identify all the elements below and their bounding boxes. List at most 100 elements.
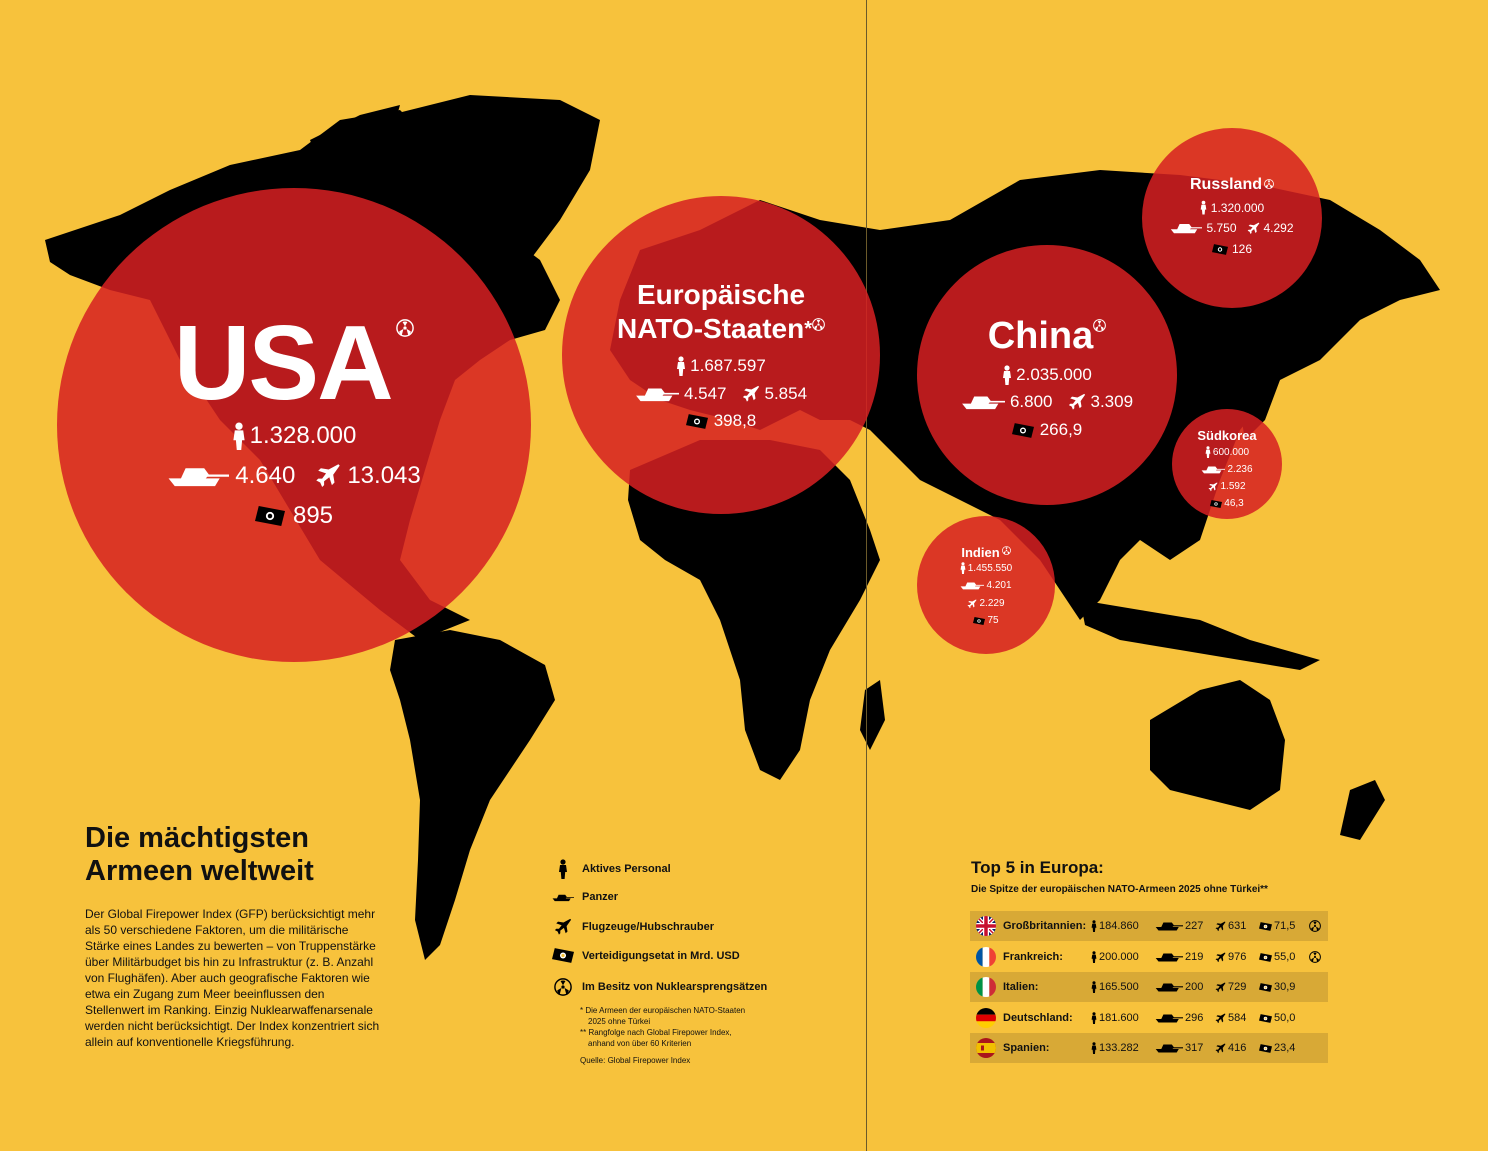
aircraft-cell: 976: [1215, 951, 1259, 963]
money-icon: [1259, 983, 1272, 992]
country-name: Deutschland:: [1003, 1012, 1073, 1024]
country-name: Großbritannien:: [1003, 920, 1087, 932]
usa-name: USA: [173, 304, 394, 422]
tank-icon: [635, 386, 679, 402]
soldier-icon: [1091, 1042, 1097, 1054]
personnel-value: 133.282: [1099, 1042, 1139, 1054]
nato-asterisk: *: [804, 318, 812, 340]
tanks-value: 219: [1185, 951, 1204, 963]
legend-budget: Verteidigungsetat in Mrd. USD: [552, 948, 740, 963]
money-icon: [686, 414, 708, 429]
russia-name: Russland: [1189, 176, 1262, 193]
top5-title: Top 5 in Europa:: [971, 858, 1104, 877]
tanks-value: 200: [1185, 981, 1204, 993]
top5-subtitle: Die Spitze der europäischen NATO-Armeen …: [971, 884, 1268, 895]
soldier-icon: [1002, 365, 1012, 385]
russia-bubble: Russland 1.320.000 5.750 4.292 126: [1142, 128, 1322, 308]
footnotes: * Die Armeen der europäischen NATO-Staat…: [580, 1005, 745, 1066]
jet-icon: [1247, 222, 1260, 235]
budget-cell: 55,0: [1259, 951, 1309, 963]
aircraft-cell: 729: [1215, 981, 1259, 993]
table-row: Spanien: 133.282 317 416 23,4: [970, 1033, 1328, 1063]
china-name: China: [987, 315, 1094, 357]
money-icon: [1210, 500, 1222, 508]
aircraft-value: 729: [1228, 981, 1247, 993]
russia-budget: 126: [1231, 242, 1253, 256]
india-budget: 75: [987, 615, 999, 626]
source-note: Quelle: Global Firepower Index: [580, 1056, 691, 1065]
jet-icon: [315, 463, 341, 489]
jet-icon: [554, 918, 572, 936]
russia-personnel: 1.320.000: [1210, 200, 1265, 215]
arctic-islands-shape: [310, 105, 400, 165]
money-icon: [552, 948, 574, 963]
russia-tanks: 5.750: [1206, 221, 1237, 235]
footnote-1-line1: * Die Armeen der europäischen NATO-Staat…: [580, 1006, 746, 1015]
australia-shape: [1150, 680, 1285, 810]
money-icon: [1259, 922, 1272, 931]
intro-text: Der Global Firepower Index (GFP) berücks…: [85, 907, 380, 1049]
china-personnel: 2.035.000: [1016, 365, 1092, 384]
budget-cell: 30,9: [1259, 981, 1309, 993]
tank-icon: [961, 394, 1005, 410]
tanks-cell: 296: [1155, 1012, 1215, 1024]
tanks-value: 317: [1185, 1042, 1204, 1054]
nuclear-icon: [554, 978, 572, 996]
aircraft-value: 976: [1228, 951, 1247, 963]
korea-budget: 46,3: [1224, 498, 1244, 509]
tank-icon: [167, 465, 229, 487]
korea-aircraft: 1.592: [1220, 481, 1246, 492]
personnel-cell: 165.500: [1091, 981, 1155, 993]
soldier-icon: [1091, 951, 1097, 963]
tank-icon: [1155, 982, 1183, 992]
money-icon: [1259, 1044, 1272, 1053]
india-bubble: Indien 1.455.550 4.201 2.229 75: [917, 516, 1055, 654]
usa-aircraft: 13.043: [347, 462, 421, 489]
jet-icon: [742, 385, 760, 403]
footnote-2-line2: anhand von über 60 Kriterien: [588, 1039, 692, 1048]
table-row: Deutschland: 181.600 296 584 50,0: [970, 1003, 1328, 1033]
nato-personnel: 1.687.597: [690, 356, 766, 375]
legend-nuclear-label: Im Besitz von Nuklearsprengsätzen: [582, 981, 768, 993]
tank-icon: [1155, 1013, 1183, 1023]
india-tanks: 4.201: [986, 580, 1012, 591]
nato-budget: 398,8: [713, 411, 757, 430]
soldier-icon: [558, 859, 568, 879]
budget-value: 50,0: [1274, 1012, 1296, 1024]
table-row: Großbritannien: 184.860 227 631 71,5: [970, 911, 1328, 941]
tanks-cell: 317: [1155, 1042, 1215, 1054]
madagascar-shape: [860, 680, 885, 750]
nuclear-icon: [396, 319, 414, 337]
nuclear-icon: [1093, 319, 1106, 332]
soldier-icon: [676, 356, 686, 376]
page-fold: [866, 0, 867, 1151]
aircraft-cell: 631: [1215, 920, 1259, 932]
soldier-icon: [1091, 1012, 1097, 1024]
legend-tanks-label: Panzer: [582, 891, 619, 903]
budget-value: 23,4: [1274, 1042, 1296, 1054]
usa-personnel: 1.328.000: [249, 422, 357, 449]
nuclear-icon: [1264, 179, 1274, 189]
nato-name-line2: NATO-Staaten: [616, 313, 805, 344]
aircraft-value: 631: [1228, 920, 1247, 932]
legend-aircraft: Flugzeuge/Hubschrauber: [552, 918, 714, 936]
footnote-1-line2: 2025 ohne Türkei: [588, 1017, 651, 1026]
tank-icon: [960, 581, 984, 590]
legend-personnel-label: Aktives Personal: [582, 863, 671, 875]
usa-bubble: USA 1.328.000 4.640 13.043 895: [57, 188, 531, 662]
personnel-cell: 184.860: [1091, 920, 1155, 932]
budget-value: 55,0: [1274, 951, 1296, 963]
russia-aircraft: 4.292: [1263, 221, 1294, 235]
tank-icon: [1155, 1043, 1183, 1053]
jet-icon: [1215, 952, 1226, 963]
tanks-cell: 227: [1155, 920, 1215, 932]
personnel-value: 184.860: [1099, 920, 1139, 932]
greenland-shape: [390, 95, 600, 300]
new-zealand-shape: [1340, 780, 1385, 840]
table-row: Frankreich: 200.000 219 976 55,0: [970, 942, 1328, 972]
money-icon: [973, 617, 985, 625]
korea-personnel: 600.000: [1212, 446, 1250, 458]
legend-personnel: Aktives Personal: [552, 859, 671, 879]
china-bubble: China 2.035.000 6.800 3.309 266,9: [917, 245, 1177, 505]
